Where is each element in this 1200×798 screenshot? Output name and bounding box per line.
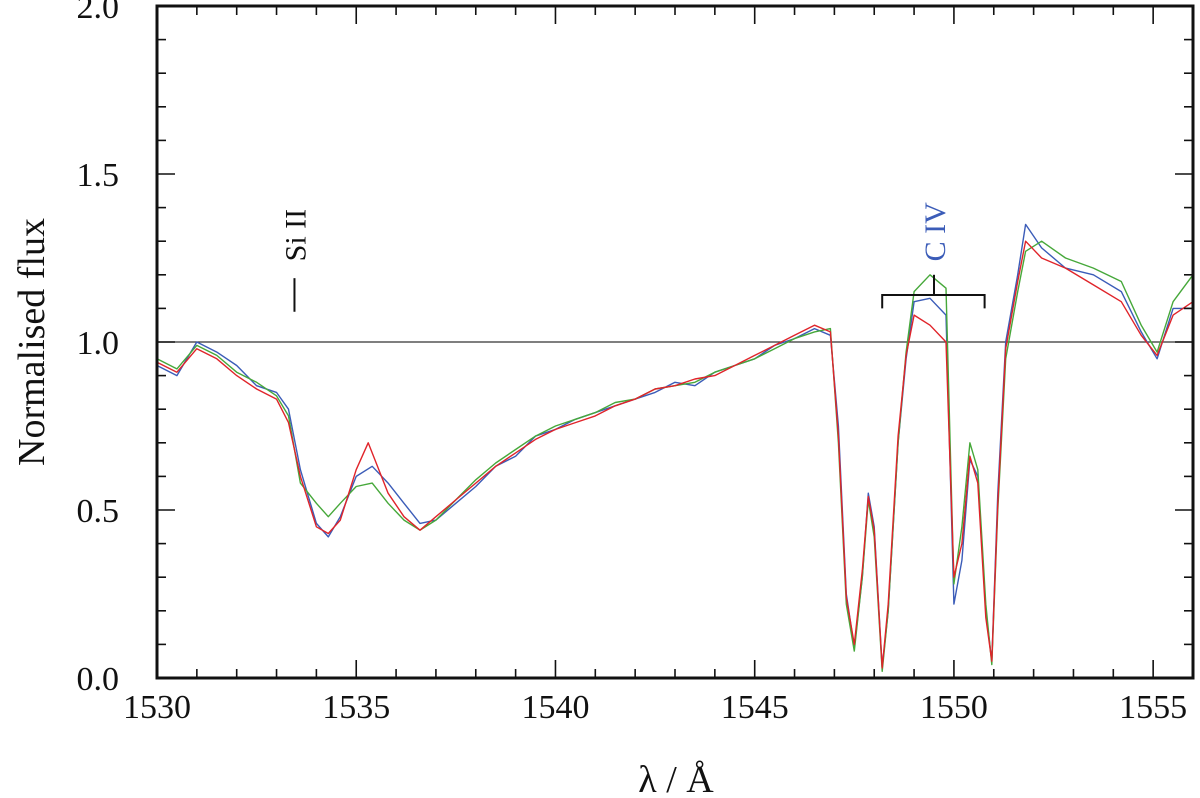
civ-label: C IV: [919, 202, 952, 262]
y-tick-label: 2.0: [77, 0, 120, 26]
y-tick-label: 1.5: [77, 157, 120, 194]
spectrum-series-3: [156, 240, 1194, 669]
y-axis-label: Normalised flux: [11, 218, 53, 466]
y-tick-label: 1.0: [77, 325, 120, 362]
x-axis-ticks: 1530 1535 1540 1545 1550 1555: [123, 6, 1194, 726]
x-tick-label: 1550: [920, 689, 988, 726]
y-tick-label: 0.0: [77, 661, 120, 698]
y-tick-label: 0.5: [77, 493, 120, 530]
x-tick-label: 1540: [521, 689, 589, 726]
x-tick-label: 1530: [123, 689, 191, 726]
x-tick-label: 1535: [322, 689, 390, 726]
x-tick-label: 1555: [1119, 689, 1187, 726]
plot-area: [155, 4, 1195, 680]
x-tick-label: 1545: [721, 689, 789, 726]
spectrum-series-1: [156, 223, 1193, 669]
annotations: Si II C IV: [279, 202, 986, 312]
spectrum-series-2: [156, 240, 1194, 672]
y-axis-ticks: 0.0 0.5 1.0 1.5 2.0: [77, 0, 1193, 698]
siii-label: Si II: [279, 209, 312, 262]
x-axis-label: λ / Å: [638, 759, 714, 798]
